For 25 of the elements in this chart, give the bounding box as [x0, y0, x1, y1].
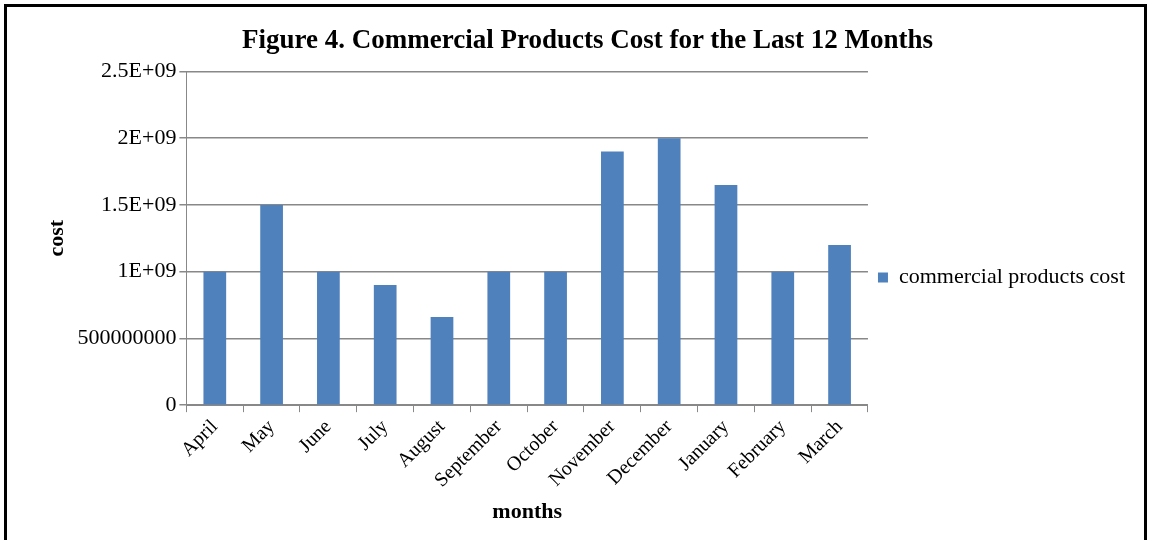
- x-tick-label: July: [352, 414, 393, 455]
- y-tick-label: 0: [165, 390, 177, 416]
- y-tick-label: 1.5E+09: [101, 190, 177, 216]
- bar: [317, 271, 340, 405]
- bar: [430, 317, 454, 405]
- x-tick-label: June: [293, 414, 336, 457]
- bar: [544, 271, 567, 405]
- bar: [373, 285, 397, 405]
- x-tick-label: May: [236, 414, 279, 457]
- bar: [260, 204, 283, 405]
- bar: [828, 244, 851, 405]
- y-tick-label: 1E+09: [117, 257, 177, 283]
- y-axis-title: cost: [42, 219, 68, 257]
- y-tick-label: 2E+09: [117, 123, 177, 149]
- x-axis-title: months: [492, 498, 563, 524]
- y-tick-label: 2.5E+09: [101, 57, 177, 83]
- bar: [487, 271, 511, 405]
- y-tick-label: 500000000: [77, 324, 177, 350]
- bar: [771, 271, 795, 405]
- bar: [203, 271, 227, 405]
- legend-label: commercial products cost: [898, 263, 1126, 289]
- bar: [714, 184, 738, 405]
- chart-title: Figure 4. Commercial Products Cost for the Last 12 Months: [242, 24, 933, 55]
- bar: [657, 138, 681, 405]
- bar: [601, 151, 624, 405]
